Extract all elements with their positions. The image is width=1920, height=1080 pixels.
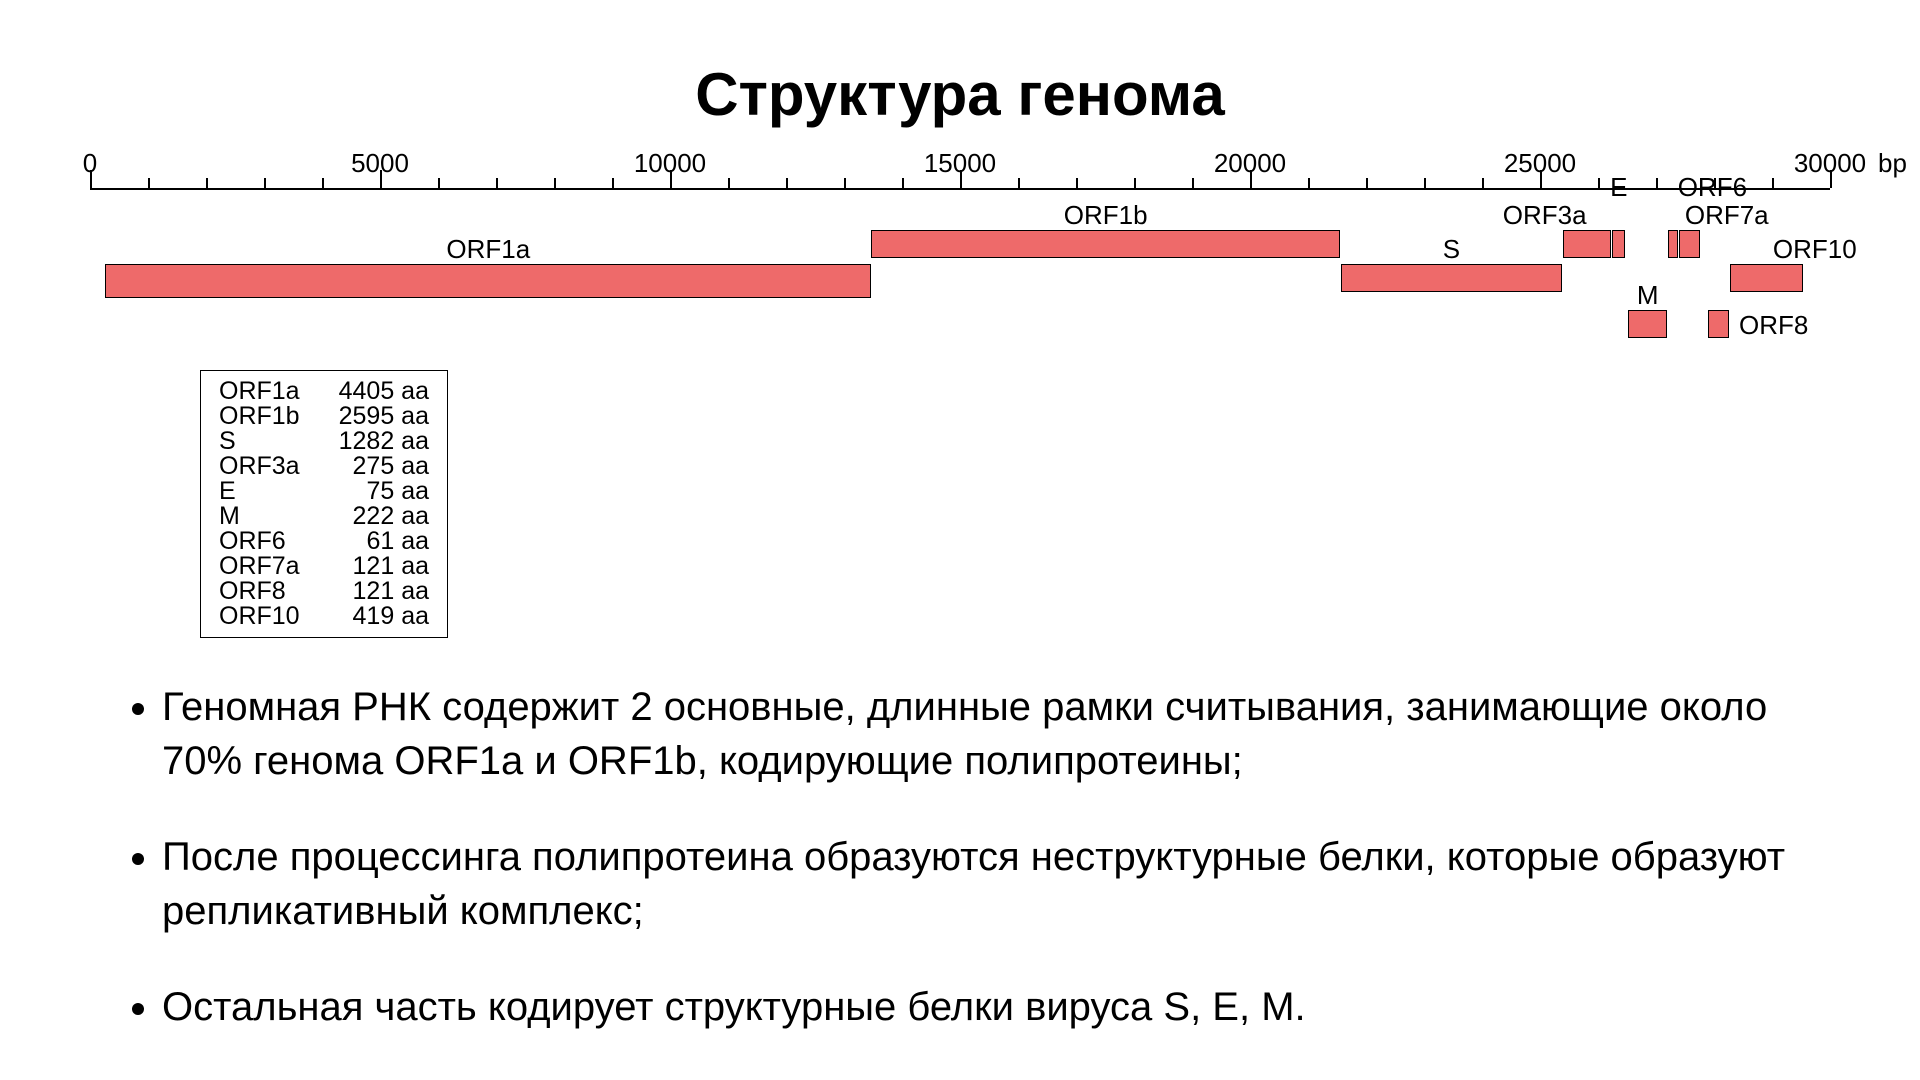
legend-name: E — [219, 479, 329, 504]
legend-name: ORF7a — [219, 554, 329, 579]
axis-tick-minor — [206, 178, 208, 188]
legend-name: ORF3a — [219, 454, 329, 479]
axis-tick-minor — [844, 178, 846, 188]
legend-row: ORF10419 aa — [219, 604, 429, 629]
axis-tick-label: 15000 — [924, 148, 996, 179]
legend-name: M — [219, 504, 329, 529]
axis-tick-label: 5000 — [351, 148, 409, 179]
legend-value: 4405 aa — [329, 379, 429, 404]
legend-row: M222 aa — [219, 504, 429, 529]
axis-tick-minor — [1482, 178, 1484, 188]
axis-tick-minor — [1192, 178, 1194, 188]
gene-box-orf1a — [105, 264, 871, 298]
legend-value: 2595 aa — [329, 404, 429, 429]
gene-label-s: S — [1443, 234, 1460, 265]
gene-label-orf3a: ORF3a — [1503, 200, 1587, 231]
legend-row: ORF1a4405 aa — [219, 379, 429, 404]
axis-tick-minor — [496, 178, 498, 188]
legend-value: 121 aa — [329, 554, 429, 579]
legend-value: 1282 aa — [329, 429, 429, 454]
axis-tick-minor — [1076, 178, 1078, 188]
axis-line — [90, 188, 1830, 190]
axis-tick-minor — [1598, 178, 1600, 188]
legend-row: ORF8121 aa — [219, 579, 429, 604]
legend-row: S1282 aa — [219, 429, 429, 454]
axis-tick-minor — [1366, 178, 1368, 188]
legend-table: ORF1a4405 aaORF1b2595 aaS1282 aaORF3a275… — [200, 370, 448, 638]
legend-name: ORF8 — [219, 579, 329, 604]
gene-label-orf8: ORF8 — [1739, 310, 1808, 341]
bullet-item: Остальная часть кодирует структурные бел… — [162, 980, 1810, 1034]
axis-tick-minor — [1424, 178, 1426, 188]
legend-row: ORF661 aa — [219, 529, 429, 554]
axis-tick-minor — [554, 178, 556, 188]
legend-value: 75 aa — [329, 479, 429, 504]
axis-tick-minor — [612, 178, 614, 188]
legend-value: 275 aa — [329, 454, 429, 479]
slide-title: Структура генома — [0, 60, 1920, 129]
gene-label-orf10: ORF10 — [1773, 234, 1857, 265]
gene-label-orf7a: ORF7a — [1685, 200, 1769, 231]
axis-tick-label: 20000 — [1214, 148, 1286, 179]
legend-value: 419 aa — [329, 604, 429, 629]
gene-label-orf1a: ORF1a — [446, 234, 530, 265]
gene-label-m: M — [1637, 280, 1659, 311]
gene-box-e — [1612, 230, 1625, 258]
legend-row: ORF7a121 aa — [219, 554, 429, 579]
axis-tick-minor — [1656, 178, 1658, 188]
axis-tick-minor — [786, 178, 788, 188]
gene-box-orf3a — [1563, 230, 1611, 258]
axis-tick-minor — [322, 178, 324, 188]
bullet-item: После процессинга полипротеина образуютс… — [162, 830, 1810, 938]
legend-name: ORF6 — [219, 529, 329, 554]
gene-label-orf6: ORF6 — [1678, 172, 1747, 203]
gene-box-orf10 — [1730, 264, 1803, 292]
axis-tick-minor — [902, 178, 904, 188]
axis-tick-minor — [264, 178, 266, 188]
axis-tick-minor — [1018, 178, 1020, 188]
axis-tick-minor — [728, 178, 730, 188]
legend-row: ORF3a275 aa — [219, 454, 429, 479]
bullet-list: Геномная РНК содержит 2 основные, длинны… — [110, 680, 1810, 1076]
axis-tick-minor — [438, 178, 440, 188]
legend-name: ORF1a — [219, 379, 329, 404]
axis-tick-minor — [148, 178, 150, 188]
slide: Структура генома 0 5000 10000 15000 20000 250… — [0, 0, 1920, 1080]
gene-box-orf8 — [1708, 310, 1729, 338]
legend-row: E75 aa — [219, 479, 429, 504]
bullet-ul: Геномная РНК содержит 2 основные, длинны… — [110, 680, 1810, 1034]
legend-value: 121 aa — [329, 579, 429, 604]
gene-box-orf7a — [1679, 230, 1700, 258]
axis-tick-minor — [1772, 178, 1774, 188]
gene-box-orf6 — [1668, 230, 1679, 258]
axis-tick-label: 25000 — [1504, 148, 1576, 179]
legend-value: 61 aa — [329, 529, 429, 554]
axis-tick-label: 10000 — [634, 148, 706, 179]
gene-box-m — [1628, 310, 1667, 338]
gene-label-orf1b: ORF1b — [1064, 200, 1148, 231]
axis-tick-label: 0 — [83, 148, 97, 179]
axis-tick-minor — [1134, 178, 1136, 188]
gene-label-e: E — [1610, 172, 1627, 203]
gene-box-orf1b — [871, 230, 1340, 258]
bullet-item: Геномная РНК содержит 2 основные, длинны… — [162, 680, 1810, 788]
axis-tick-minor — [1308, 178, 1310, 188]
axis-tick-label: 30000 — [1794, 148, 1866, 179]
legend-name: ORF1b — [219, 404, 329, 429]
gene-box-s — [1341, 264, 1563, 292]
legend-name: S — [219, 429, 329, 454]
legend-name: ORF10 — [219, 604, 329, 629]
axis-unit-label: bp — [1878, 148, 1907, 179]
legend-row: ORF1b2595 aa — [219, 404, 429, 429]
legend-value: 222 aa — [329, 504, 429, 529]
